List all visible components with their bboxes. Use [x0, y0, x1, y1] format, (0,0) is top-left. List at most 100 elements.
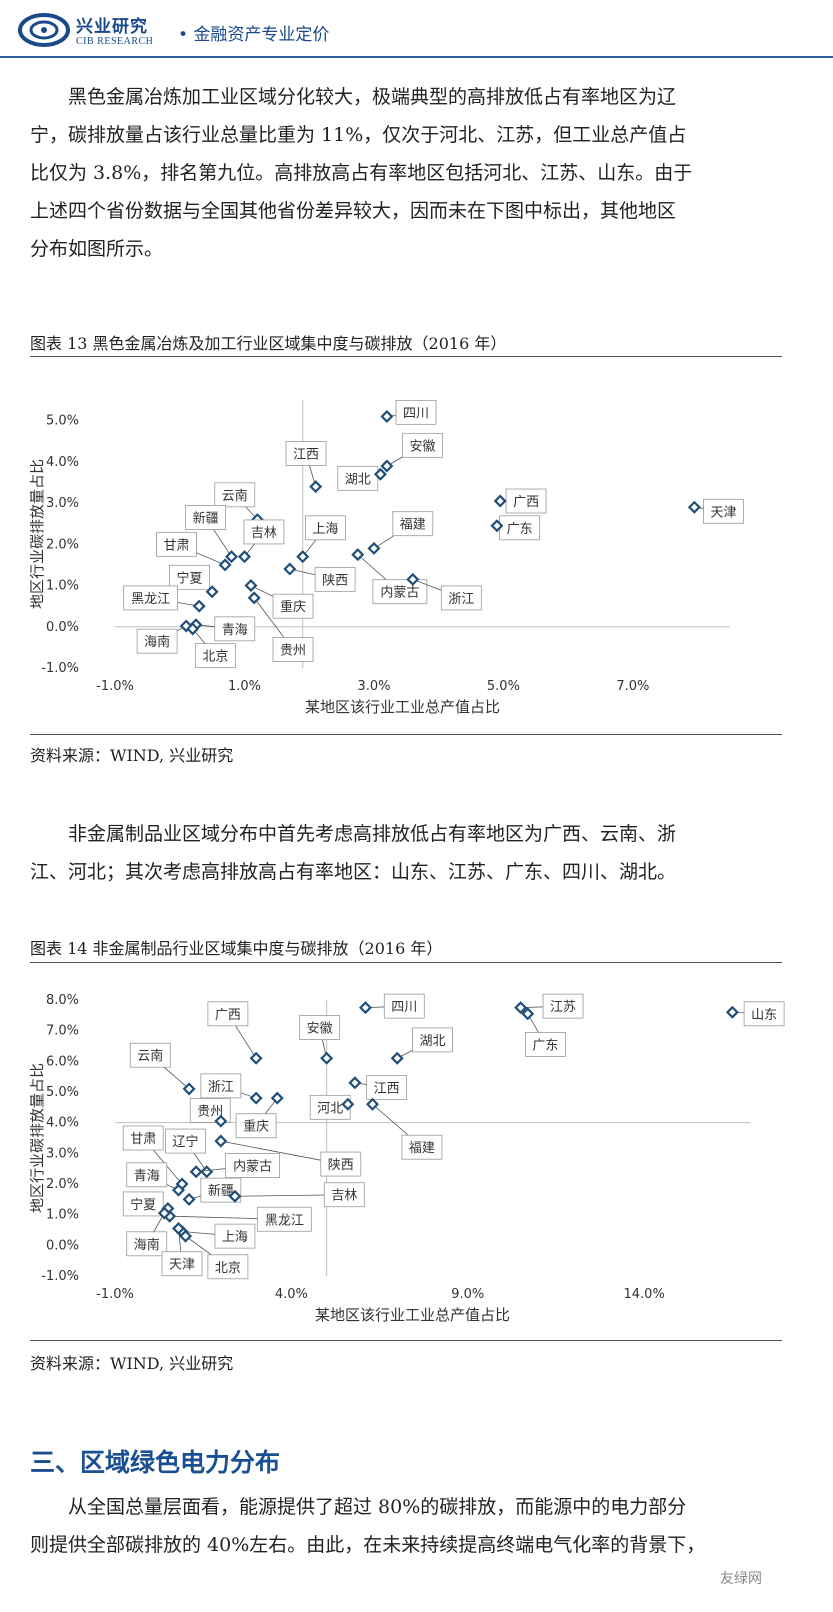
- point-label: 江西: [293, 448, 319, 463]
- point-label: 贵州: [197, 1104, 223, 1119]
- data-point: [380, 459, 394, 473]
- point-label-box: [505, 488, 547, 514]
- point-label-box: [129, 1042, 171, 1068]
- x-tick-label: 3.0%: [357, 679, 390, 694]
- y-axis-title: 地区行业碳排放量占比: [30, 459, 46, 609]
- point-label-box: [272, 593, 314, 619]
- point-label: 四川: [391, 1000, 417, 1015]
- data-point: [309, 480, 323, 494]
- point-label-box: [200, 1073, 242, 1099]
- point-label-box: [372, 579, 428, 605]
- data-point: [157, 1206, 171, 1220]
- point-label-box: [401, 1134, 443, 1160]
- point-label: 山东: [751, 1008, 777, 1023]
- text-line: 分布如图所示。: [30, 238, 164, 260]
- y-tick-label: 2.0%: [46, 537, 79, 552]
- paragraph-power: 从全国总量层面看，能源提供了超过 80%的碳排放，而能源中的电力部分 则提供全部…: [30, 1488, 805, 1564]
- data-point: [214, 1114, 228, 1128]
- data-point: [725, 1005, 739, 1019]
- point-label: 湖北: [419, 1034, 445, 1049]
- point-label: 河北: [317, 1101, 343, 1116]
- point-label: 福建: [409, 1141, 435, 1156]
- chart-14-caption: 图表 14 非金属制品行业区域集中度与碳排放（2016 年）: [30, 939, 443, 958]
- brand-name-en: CIB RESEARCH: [76, 36, 154, 47]
- paragraph-nonmetal: 非金属制品业区域分布中首先考虑高排放低占有率地区为广西、云南、浙 江、河北；其次…: [30, 815, 805, 891]
- point-label: 北京: [202, 650, 228, 665]
- data-point: [186, 622, 200, 636]
- point-label: 吉林: [251, 526, 277, 541]
- data-point: [521, 1007, 535, 1021]
- data-point: [249, 1091, 263, 1105]
- y-tick-label: 4.0%: [46, 455, 79, 470]
- point-label: 江苏: [550, 999, 576, 1015]
- data-point: [351, 548, 365, 562]
- point-label-box: [285, 441, 327, 466]
- chart-13-source: 资料来源：WIND, 兴业研究: [30, 746, 234, 765]
- point-label: 广东: [507, 522, 533, 537]
- point-label: 北京: [215, 1261, 241, 1276]
- y-tick-label: -1.0%: [41, 661, 79, 676]
- point-label-box: [126, 1162, 168, 1188]
- x-axis-title: 某地区该行业工业总产值占比: [315, 1306, 510, 1324]
- point-label: 重庆: [280, 599, 306, 615]
- text-line: 从全国总量层面看，能源提供了超过 80%的碳排放，而能源中的电力部分: [68, 1496, 687, 1518]
- point-label-box: [214, 482, 256, 508]
- point-label: 江西: [374, 1081, 400, 1096]
- data-point: [218, 558, 232, 572]
- point-label: 广东: [532, 1038, 558, 1053]
- y-tick-label: 0.0%: [46, 620, 79, 635]
- point-label: 新疆: [208, 1183, 234, 1199]
- data-point: [228, 1189, 242, 1203]
- point-label-box: [123, 585, 179, 611]
- chart-13-scatter: -1.0% 0.0% 1.0% 2.0% 3.0% 4.0% 5.0% -1.0% 1.0% 3.…: [30, 399, 744, 716]
- y-axis-title: 地区行业碳排放量占比: [30, 1063, 46, 1213]
- point-label: 新疆: [193, 511, 219, 527]
- data-point: [192, 599, 206, 613]
- data-point: [244, 579, 258, 593]
- point-label: 贵州: [280, 643, 306, 658]
- point-label-box: [323, 1182, 365, 1208]
- point-label-box: [169, 564, 210, 590]
- data-point: [171, 1183, 186, 1197]
- data-point: [200, 1165, 214, 1179]
- chart-14-source: 资料来源：WIND, 兴业研究: [30, 1354, 234, 1373]
- y-tick-label: 3.0%: [46, 496, 79, 511]
- point-label: 宁夏: [176, 570, 202, 586]
- data-point: [366, 1097, 380, 1111]
- point-label: 广西: [215, 1008, 241, 1023]
- point-label-box: [214, 1223, 256, 1249]
- point-label: 海南: [134, 1237, 160, 1253]
- cib-logo-icon: [18, 13, 70, 47]
- point-label-box: [136, 628, 178, 654]
- point-label-box: [126, 1231, 168, 1257]
- point-label-box: [235, 1113, 277, 1139]
- point-label: 青海: [134, 1169, 160, 1184]
- point-label-box: [703, 498, 744, 524]
- point-label: 内蒙古: [233, 1159, 272, 1175]
- point-label-box: [309, 1094, 351, 1120]
- point-label-box: [207, 1001, 249, 1027]
- data-point: [205, 585, 219, 599]
- point-label: 黑龙江: [131, 592, 170, 607]
- chart-13-bottom-rule: [30, 734, 782, 735]
- point-label-box: [440, 585, 482, 611]
- point-label: 福建: [400, 518, 426, 533]
- point-label: 陕西: [322, 573, 348, 588]
- point-label: 云南: [222, 488, 248, 504]
- data-point: [182, 1192, 196, 1206]
- chart-13-caption: 图表 13 黑色金属冶炼及加工行业区域集中度与碳排放（2016 年）: [30, 334, 507, 353]
- section-title: 三、区域绿色电力分布: [30, 1448, 281, 1477]
- paragraph-ferrous: 黑色金属冶炼加工业区域分化较大，极端典型的高排放低占有率地区为辽 宁，碳排放量占…: [30, 78, 805, 268]
- data-point: [249, 1051, 263, 1065]
- point-label-box: [542, 993, 584, 1019]
- text-line: 宁，碳排放量占该行业总量比重为 11%，仅次于河北、江苏，但工业总产值占: [30, 124, 687, 146]
- point-label-box: [225, 1153, 280, 1179]
- point-label: 黑龙江: [265, 1213, 304, 1228]
- data-point: [687, 500, 701, 514]
- text-line: 上述四个省份数据与全国其他省份差异较大，因而未在下图中标出，其他地区: [30, 200, 677, 222]
- brand-name: 兴业研究: [76, 17, 148, 37]
- point-label: 海南: [144, 634, 170, 650]
- data-point: [490, 519, 504, 533]
- point-label: 云南: [137, 1048, 163, 1064]
- y-tick-label: 6.0%: [46, 1054, 79, 1069]
